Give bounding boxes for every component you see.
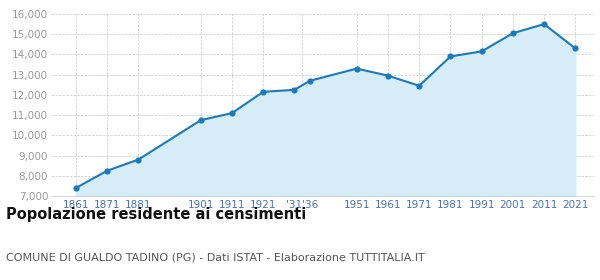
Point (196, 118, 206, 122)
Point (134, 157, 143, 162)
Point (71, 186, 81, 190)
Point (103, 169, 112, 173)
Point (571, 46, 580, 51)
Point (352, 66, 362, 71)
Point (305, 78, 315, 83)
Point (539, 22, 549, 26)
Point (415, 83, 424, 88)
Text: COMUNE DI GUALDO TADINO (PG) - Dati ISTAT - Elaborazione TUTTITALIA.IT: COMUNE DI GUALDO TADINO (PG) - Dati ISTA… (6, 252, 425, 262)
Point (259, 90, 268, 94)
Point (383, 73, 393, 78)
Point (227, 111, 237, 115)
Point (477, 49, 487, 54)
Point (446, 54, 455, 59)
Text: Popolazione residente ai censimenti: Popolazione residente ai censimenti (6, 207, 306, 222)
Point (508, 31, 518, 36)
Point (290, 88, 299, 92)
